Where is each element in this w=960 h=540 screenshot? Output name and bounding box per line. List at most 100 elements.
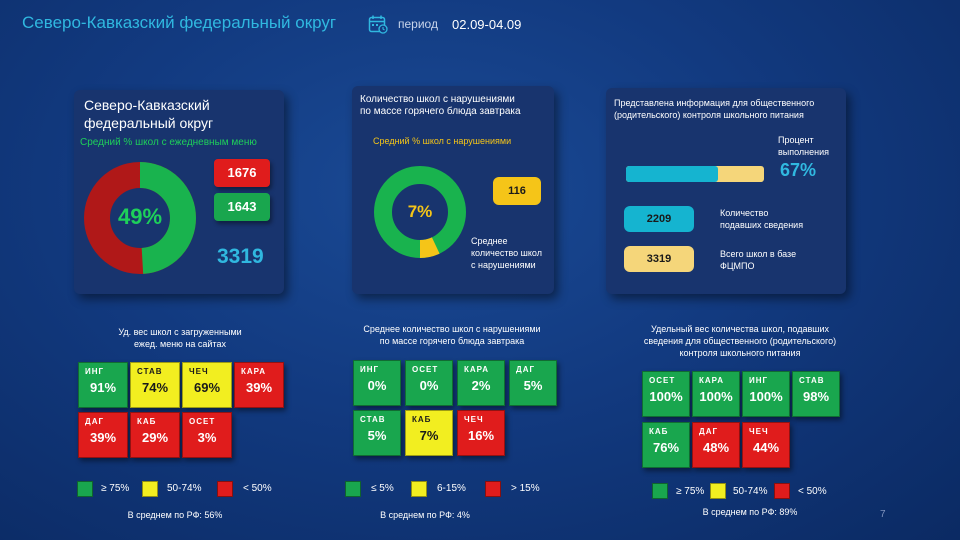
panel2-title-line1: Количество школ с нарушениями	[360, 94, 515, 105]
legend-green-label: ≥ 75%	[101, 483, 130, 494]
region-tile: СТАВ 98%	[792, 371, 840, 417]
donut-percent-arc	[84, 162, 196, 274]
legend-green-swatch	[77, 481, 93, 497]
submitted-count-badge: 2209	[624, 206, 694, 232]
panel2-caption-line2: количество школ	[471, 248, 542, 258]
legend-yellow-label: 50-74%	[733, 486, 768, 497]
region-tile: ОСЕТ 100%	[642, 371, 690, 417]
region-tile: СТАВ 74%	[130, 362, 180, 408]
region-tile: ИНГ 100%	[742, 371, 790, 417]
region-percent: 3%	[197, 430, 217, 445]
total-schools-badge: 3319	[624, 246, 694, 272]
submitted-label-line2: подавших сведения	[720, 220, 804, 230]
violations-donut-chart	[374, 166, 466, 258]
page-number: 7	[880, 509, 886, 520]
region-name: ДАГ	[699, 427, 719, 436]
period-label: период	[398, 17, 438, 31]
region-name: ИНГ	[85, 367, 105, 376]
region-tile: КАРА 100%	[692, 371, 740, 417]
region-name: СТАВ	[360, 415, 386, 424]
panel1-percent: 49%	[117, 204, 163, 229]
region-name: КАБ	[649, 427, 669, 436]
section2-title-line1: Среднее количество школ с нарушениями	[363, 324, 541, 334]
region-name: ЧЕЧ	[189, 367, 209, 376]
region-percent: 29%	[141, 430, 169, 445]
panel3-percent-label-line2: выполнения	[778, 147, 830, 157]
legend-yellow-label: 6-15%	[437, 483, 466, 494]
region-percent: 100%	[749, 389, 783, 404]
region-name: СТАВ	[799, 376, 825, 385]
region-percent: 2%	[471, 378, 491, 393]
region-percent: 48%	[702, 440, 730, 455]
legend-red-label: > 15%	[511, 483, 540, 494]
panel1-subtitle: Средний % школ с ежедневным меню	[80, 137, 257, 148]
legend-red-label: < 50%	[243, 483, 272, 494]
calendar-icon[interactable]	[368, 14, 388, 34]
total-label-line2: ФЦМПО	[720, 261, 755, 271]
daily-menu-donut-chart	[84, 162, 196, 274]
region-percent: 5%	[367, 428, 387, 443]
region-name: КАБ	[412, 415, 432, 424]
region-tile: ЧЕЧ 69%	[182, 362, 232, 408]
section3-footer: В среднем по РФ: 89%	[702, 507, 798, 517]
region-tile: КАРА 39%	[234, 362, 284, 408]
region-name: ОСЕТ	[649, 376, 676, 385]
region-tile: КАБ 29%	[130, 412, 180, 458]
violations-count-badge: 116	[493, 177, 541, 205]
region-percent: 100%	[649, 389, 683, 404]
region-name: КАБ	[137, 417, 157, 426]
panel3-percent: 67%	[780, 160, 817, 180]
panel2-caption-line3: с нарушениями	[471, 260, 536, 270]
region-percent: 100%	[699, 389, 733, 404]
region-tile: ДАГ 39%	[78, 412, 128, 458]
section2-footer: В среднем по РФ: 4%	[380, 510, 470, 520]
region-name: СТАВ	[137, 367, 163, 376]
legend-green-swatch	[652, 483, 668, 499]
section3-title-line2: сведения для общественного (родительског…	[643, 336, 837, 346]
legend-red-label: < 50%	[798, 486, 827, 497]
region-percent: 76%	[652, 440, 680, 455]
region-name: КАРА	[699, 376, 725, 385]
region-percent: 39%	[89, 430, 117, 445]
region-name: ОСЕТ	[189, 417, 216, 426]
section1-footer: В среднем по РФ: 56%	[127, 510, 223, 520]
panel2-caption-line1: Среднее	[471, 236, 508, 246]
red-count-badge: 1676	[214, 159, 270, 187]
region-percent: 91%	[89, 380, 117, 395]
region-tile: КАБ 7%	[405, 410, 453, 456]
region-tile: ОСЕТ 0%	[405, 360, 453, 406]
region-percent: 74%	[141, 380, 169, 395]
region-name: ИНГ	[360, 365, 380, 374]
region-percent: 98%	[802, 389, 830, 404]
panel1-total: 3319	[217, 245, 264, 268]
panel-daily-menu: Северо-Кавказский федеральный округ Сред…	[74, 90, 284, 294]
legend-yellow-label: 50-74%	[167, 483, 202, 494]
panel-public-control: Представлена информация для общественног…	[606, 88, 846, 294]
region-name: КАРА	[464, 365, 490, 374]
region-percent: 16%	[467, 428, 495, 443]
panel3-title-line1: Представлена информация для общественног…	[614, 98, 815, 108]
panel3-percent-label-line1: Процент	[778, 135, 814, 145]
region-percent: 69%	[193, 380, 221, 395]
region-name: КАРА	[241, 367, 267, 376]
total-label-line1: Всего школ в базе	[720, 249, 797, 259]
region-percent: 5%	[523, 378, 543, 393]
submitted-label-line1: Количество	[720, 208, 769, 218]
progress-bar	[626, 166, 764, 182]
region-percent: 0%	[367, 378, 387, 393]
region-tile: ЧЕЧ 16%	[457, 410, 505, 456]
page-title: Северо-Кавказский федеральный округ	[22, 13, 337, 32]
region-name: ИНГ	[749, 376, 769, 385]
legend-green-swatch	[345, 481, 361, 497]
legend-yellow-swatch	[411, 481, 427, 497]
period-value[interactable]: 02.09-04.09	[452, 17, 522, 32]
section2-title-line2: по массе горячего блюда завтрака	[379, 336, 525, 346]
panel2-percent: 7%	[407, 202, 433, 221]
donut-percent-arc	[374, 166, 466, 258]
region-name: ДАГ	[85, 417, 105, 426]
panel2-subtitle: Средний % школ с нарушениями	[373, 136, 512, 146]
region-name: ЧЕЧ	[464, 415, 484, 424]
region-percent: 39%	[245, 380, 273, 395]
region-tile: СТАВ 5%	[353, 410, 401, 456]
region-name: ДАГ	[516, 365, 536, 374]
